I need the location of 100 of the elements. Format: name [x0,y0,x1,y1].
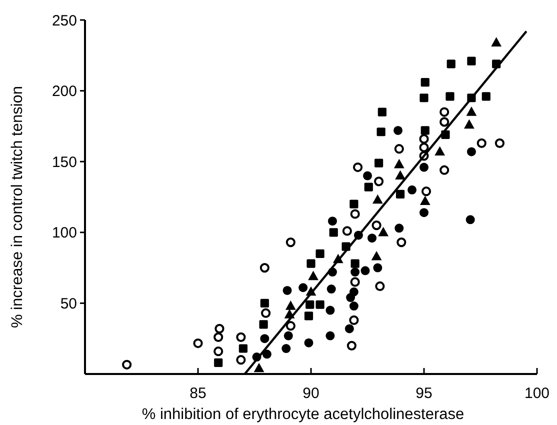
point [408,185,417,194]
y-tick-label: 50 [60,295,77,312]
point [420,126,430,135]
point [260,298,269,308]
y-tick-label: 200 [52,83,77,100]
point [421,186,432,196]
point [440,117,450,127]
point [420,208,428,218]
point [466,215,475,224]
point [214,346,224,356]
point [328,216,337,226]
point [238,344,248,353]
point [304,338,314,348]
point [420,196,430,206]
point [394,224,404,233]
point [350,259,360,268]
point [446,60,456,68]
point [491,37,502,46]
point [316,300,324,309]
point [364,182,373,192]
point [236,332,246,342]
point [306,259,316,268]
x-tick-label: 100 [524,385,550,402]
point [282,286,292,295]
point [214,358,223,367]
point [440,165,450,175]
y-axis-title: % increase in control twitch tension [9,86,26,328]
point [360,266,370,276]
point [346,340,356,350]
point [349,302,358,311]
point [261,308,271,318]
y-tick-label: 150 [52,154,77,171]
point [304,312,314,320]
point [440,107,450,117]
point [376,128,386,136]
point [282,344,291,354]
point [420,94,428,102]
point [394,158,404,168]
point [446,92,454,101]
point [394,144,404,154]
point [476,138,486,148]
point [350,277,360,287]
point [372,220,382,230]
point [371,250,382,260]
point [308,270,318,280]
point [396,190,405,198]
x-axis-title: % inhibition of erythrocyte acetylcholinesterase [142,406,464,423]
point [368,234,377,243]
y-tick-label: 250 [52,12,77,30]
point [193,338,203,348]
point [260,334,270,344]
point [434,146,446,156]
point [259,320,268,329]
point [350,268,360,277]
point [342,226,352,236]
point [329,228,338,237]
point [464,119,474,129]
point [352,162,363,172]
point [236,355,246,365]
point [420,162,428,172]
point [326,306,335,315]
point [214,332,224,342]
point [378,108,386,116]
point [262,350,272,359]
point [467,56,476,66]
y-tick-label: 100 [52,224,77,242]
point [316,249,324,258]
point [344,324,354,334]
point [349,287,358,296]
point [284,331,293,340]
point [350,200,358,208]
point [286,238,296,248]
point [349,315,359,325]
x-tick-label: 85 [190,385,206,402]
point [214,324,224,334]
point [285,300,296,310]
x-tick-label: 95 [416,385,432,402]
point [260,263,270,273]
point [326,284,336,294]
point [466,147,476,156]
point [394,126,403,135]
point [374,158,384,168]
point [298,283,308,292]
point [396,238,406,248]
point [350,209,360,219]
point [419,142,429,152]
point [374,176,384,186]
point [372,194,383,204]
point [494,138,505,148]
point [373,263,382,272]
point [306,300,314,309]
point [395,170,406,180]
point [378,226,389,236]
point [482,92,490,101]
point [254,362,264,372]
x-tick-label: 90 [302,385,320,402]
point [286,321,296,331]
point [466,106,477,116]
point [375,281,385,292]
point [363,171,372,180]
